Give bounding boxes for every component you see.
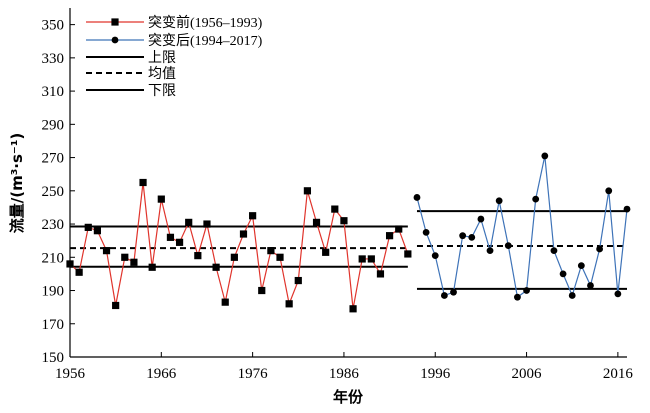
data-point bbox=[294, 276, 302, 285]
data-point bbox=[440, 292, 448, 299]
data-point bbox=[523, 287, 530, 294]
data-point bbox=[486, 247, 494, 255]
y-tick-label: 350 bbox=[42, 18, 65, 34]
data-point bbox=[139, 178, 147, 187]
data-point bbox=[532, 195, 540, 203]
data-point bbox=[166, 233, 175, 241]
data-point bbox=[212, 263, 220, 271]
data-point bbox=[175, 238, 184, 246]
data-point bbox=[559, 270, 567, 278]
data-point bbox=[404, 250, 412, 258]
data-point bbox=[495, 197, 503, 205]
y-tick-label: 170 bbox=[42, 317, 65, 333]
series-line-2 bbox=[416, 155, 628, 299]
y-tick-label: 250 bbox=[42, 184, 65, 200]
x-tick-label: 2016 bbox=[603, 366, 634, 382]
data-point bbox=[148, 263, 156, 271]
y-tick-label: 310 bbox=[42, 84, 65, 100]
y-axis-title: 流量/(m³·s⁻¹) bbox=[8, 133, 26, 234]
legend-label: 均值 bbox=[148, 66, 176, 82]
y-tick-label: 290 bbox=[42, 117, 65, 133]
data-point bbox=[157, 195, 165, 203]
reference-lines bbox=[70, 210, 627, 290]
data-point bbox=[258, 286, 266, 295]
y-tick-label: 210 bbox=[42, 250, 65, 266]
data-point bbox=[614, 290, 622, 298]
x-tick-label: 1966 bbox=[146, 366, 177, 382]
x-tick-label: 1996 bbox=[420, 366, 451, 382]
data-point bbox=[102, 247, 111, 255]
data-point bbox=[84, 223, 92, 231]
data-point bbox=[514, 293, 521, 301]
legend-label: 突变后(1994–2017) bbox=[148, 33, 263, 49]
data-point bbox=[459, 232, 467, 240]
data-point bbox=[422, 228, 430, 236]
data-point bbox=[477, 215, 485, 223]
data-point bbox=[468, 233, 476, 241]
data-point bbox=[431, 252, 439, 260]
series-line-1 bbox=[69, 182, 409, 309]
data-point bbox=[185, 218, 193, 226]
x-tick-label: 1986 bbox=[329, 366, 360, 382]
data-point bbox=[395, 225, 403, 233]
data-point bbox=[349, 305, 357, 313]
data-point bbox=[413, 194, 421, 201]
x-axis-title: 年份 bbox=[333, 388, 364, 406]
data-point bbox=[367, 255, 375, 263]
y-ticks: 150 170 190 210 230 250 270 290 310 330 350 bbox=[42, 18, 75, 366]
data-point bbox=[322, 248, 330, 256]
series-layer bbox=[66, 152, 631, 313]
y-tick-label: 330 bbox=[42, 51, 65, 67]
data-point bbox=[376, 270, 385, 278]
legend-marker bbox=[111, 36, 119, 44]
data-point bbox=[587, 282, 594, 289]
data-point bbox=[285, 300, 293, 308]
data-point bbox=[596, 245, 604, 253]
data-point bbox=[312, 218, 321, 226]
data-point bbox=[568, 292, 576, 299]
y-tick-label: 230 bbox=[42, 217, 65, 233]
y-tick-label: 150 bbox=[42, 350, 65, 366]
data-point bbox=[623, 205, 631, 213]
data-point bbox=[75, 268, 83, 276]
data-point bbox=[93, 227, 101, 235]
data-point bbox=[194, 252, 202, 260]
data-point bbox=[504, 242, 512, 250]
x-tick-label: 2006 bbox=[512, 366, 543, 382]
legend-label: 上限 bbox=[148, 50, 176, 66]
data-point bbox=[267, 247, 275, 255]
data-point bbox=[130, 258, 138, 266]
data-point bbox=[239, 230, 248, 238]
x-tick-label: 1976 bbox=[238, 366, 269, 382]
data-point bbox=[577, 262, 585, 269]
x-ticks: 1956 1966 1976 1986 1996 2006 2016 bbox=[55, 352, 633, 382]
data-point bbox=[340, 217, 348, 225]
legend-label: 突变前(1956–1993) bbox=[148, 14, 263, 31]
data-point bbox=[276, 253, 284, 261]
data-point bbox=[358, 255, 366, 263]
y-tick-label: 190 bbox=[42, 284, 65, 300]
legend-marker bbox=[111, 18, 119, 26]
data-point bbox=[541, 152, 549, 160]
legend-label: 下限 bbox=[148, 83, 176, 99]
data-point bbox=[230, 253, 238, 261]
data-point bbox=[385, 232, 394, 240]
x-tick-label: 1956 bbox=[55, 366, 86, 382]
data-point bbox=[66, 260, 74, 268]
data-point bbox=[303, 187, 312, 195]
y-tick-label: 270 bbox=[42, 151, 65, 167]
data-point bbox=[249, 212, 257, 220]
data-point bbox=[605, 187, 613, 195]
data-point bbox=[221, 298, 229, 306]
data-point bbox=[550, 247, 558, 255]
data-point bbox=[331, 205, 339, 213]
data-point bbox=[112, 301, 120, 310]
data-point bbox=[121, 253, 129, 261]
data-point bbox=[450, 288, 457, 296]
data-point bbox=[203, 220, 211, 228]
